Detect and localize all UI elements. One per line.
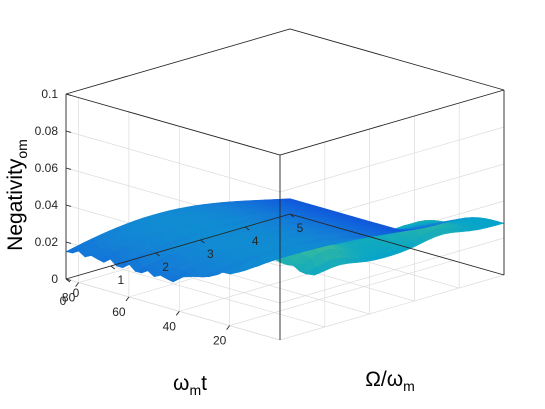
y-tick-label: 0: [73, 286, 80, 300]
edge-top-front: [65, 28, 505, 95]
y-tick: [155, 252, 160, 257]
z-tick: [65, 130, 72, 133]
x-tick-label: 60: [112, 305, 126, 319]
y-tick: [200, 239, 205, 244]
y-tick-label: 3: [207, 247, 214, 261]
y-tick-label: 4: [252, 234, 259, 248]
x-tick-label: 20: [213, 334, 227, 348]
edge-front-bottom: [65, 213, 291, 280]
axis-edges: [65, 28, 505, 340]
z-tick: [65, 167, 72, 170]
y-axis-label-pre: Ω/ω: [365, 368, 403, 391]
z-tick: [65, 241, 72, 244]
x-axis-label-post: t: [201, 372, 207, 395]
x-tick: [125, 296, 130, 302]
edge-top-back: [65, 89, 505, 156]
z-tick-label: 0.06: [35, 161, 59, 175]
surface-patch: [281, 198, 297, 202]
surface-layer: [65, 198, 505, 283]
x-tick: [75, 282, 79, 287]
z-tick: [65, 204, 72, 207]
x-tick: [226, 325, 231, 330]
z-tick: [65, 93, 72, 96]
y-axis-label: Ω/ωm: [365, 368, 415, 394]
x-axis-label-sub: m: [189, 382, 201, 398]
x-tick: [175, 311, 180, 316]
y-tick: [244, 226, 250, 231]
z-axis-label-base: Negativity: [4, 158, 27, 251]
z-axis-label-sub: om: [14, 139, 30, 158]
z-gridline: [65, 126, 505, 193]
y-tick: [65, 278, 71, 283]
edge-right-bottom: [289, 213, 505, 276]
x-tick-label: 40: [163, 319, 177, 333]
x-axis-label: ωmt: [173, 372, 207, 398]
z-gridline: [65, 274, 505, 341]
x-axis-label-pre: ω: [173, 372, 189, 395]
y-tick: [289, 213, 295, 218]
y-tick-label: 5: [297, 221, 304, 235]
y-tick-label: 2: [162, 260, 169, 274]
z-tick-label: 0.08: [35, 124, 59, 138]
z-gridline: [65, 89, 505, 156]
y-tick-label: 1: [117, 273, 124, 287]
z-tick-label: 0.02: [35, 235, 59, 249]
z-tick-label: 0.04: [35, 198, 59, 212]
z-tick-label: 0.1: [41, 87, 58, 101]
y-gridline: [110, 142, 326, 328]
y-tick: [110, 265, 116, 270]
z-axis-label: Negativityom: [4, 139, 30, 251]
x-tick-label: 80: [62, 291, 76, 305]
x-origin-tick-label: 0: [60, 294, 67, 308]
y-axis-label-sub: m: [403, 378, 415, 394]
z-tick-label: 0: [51, 272, 58, 286]
